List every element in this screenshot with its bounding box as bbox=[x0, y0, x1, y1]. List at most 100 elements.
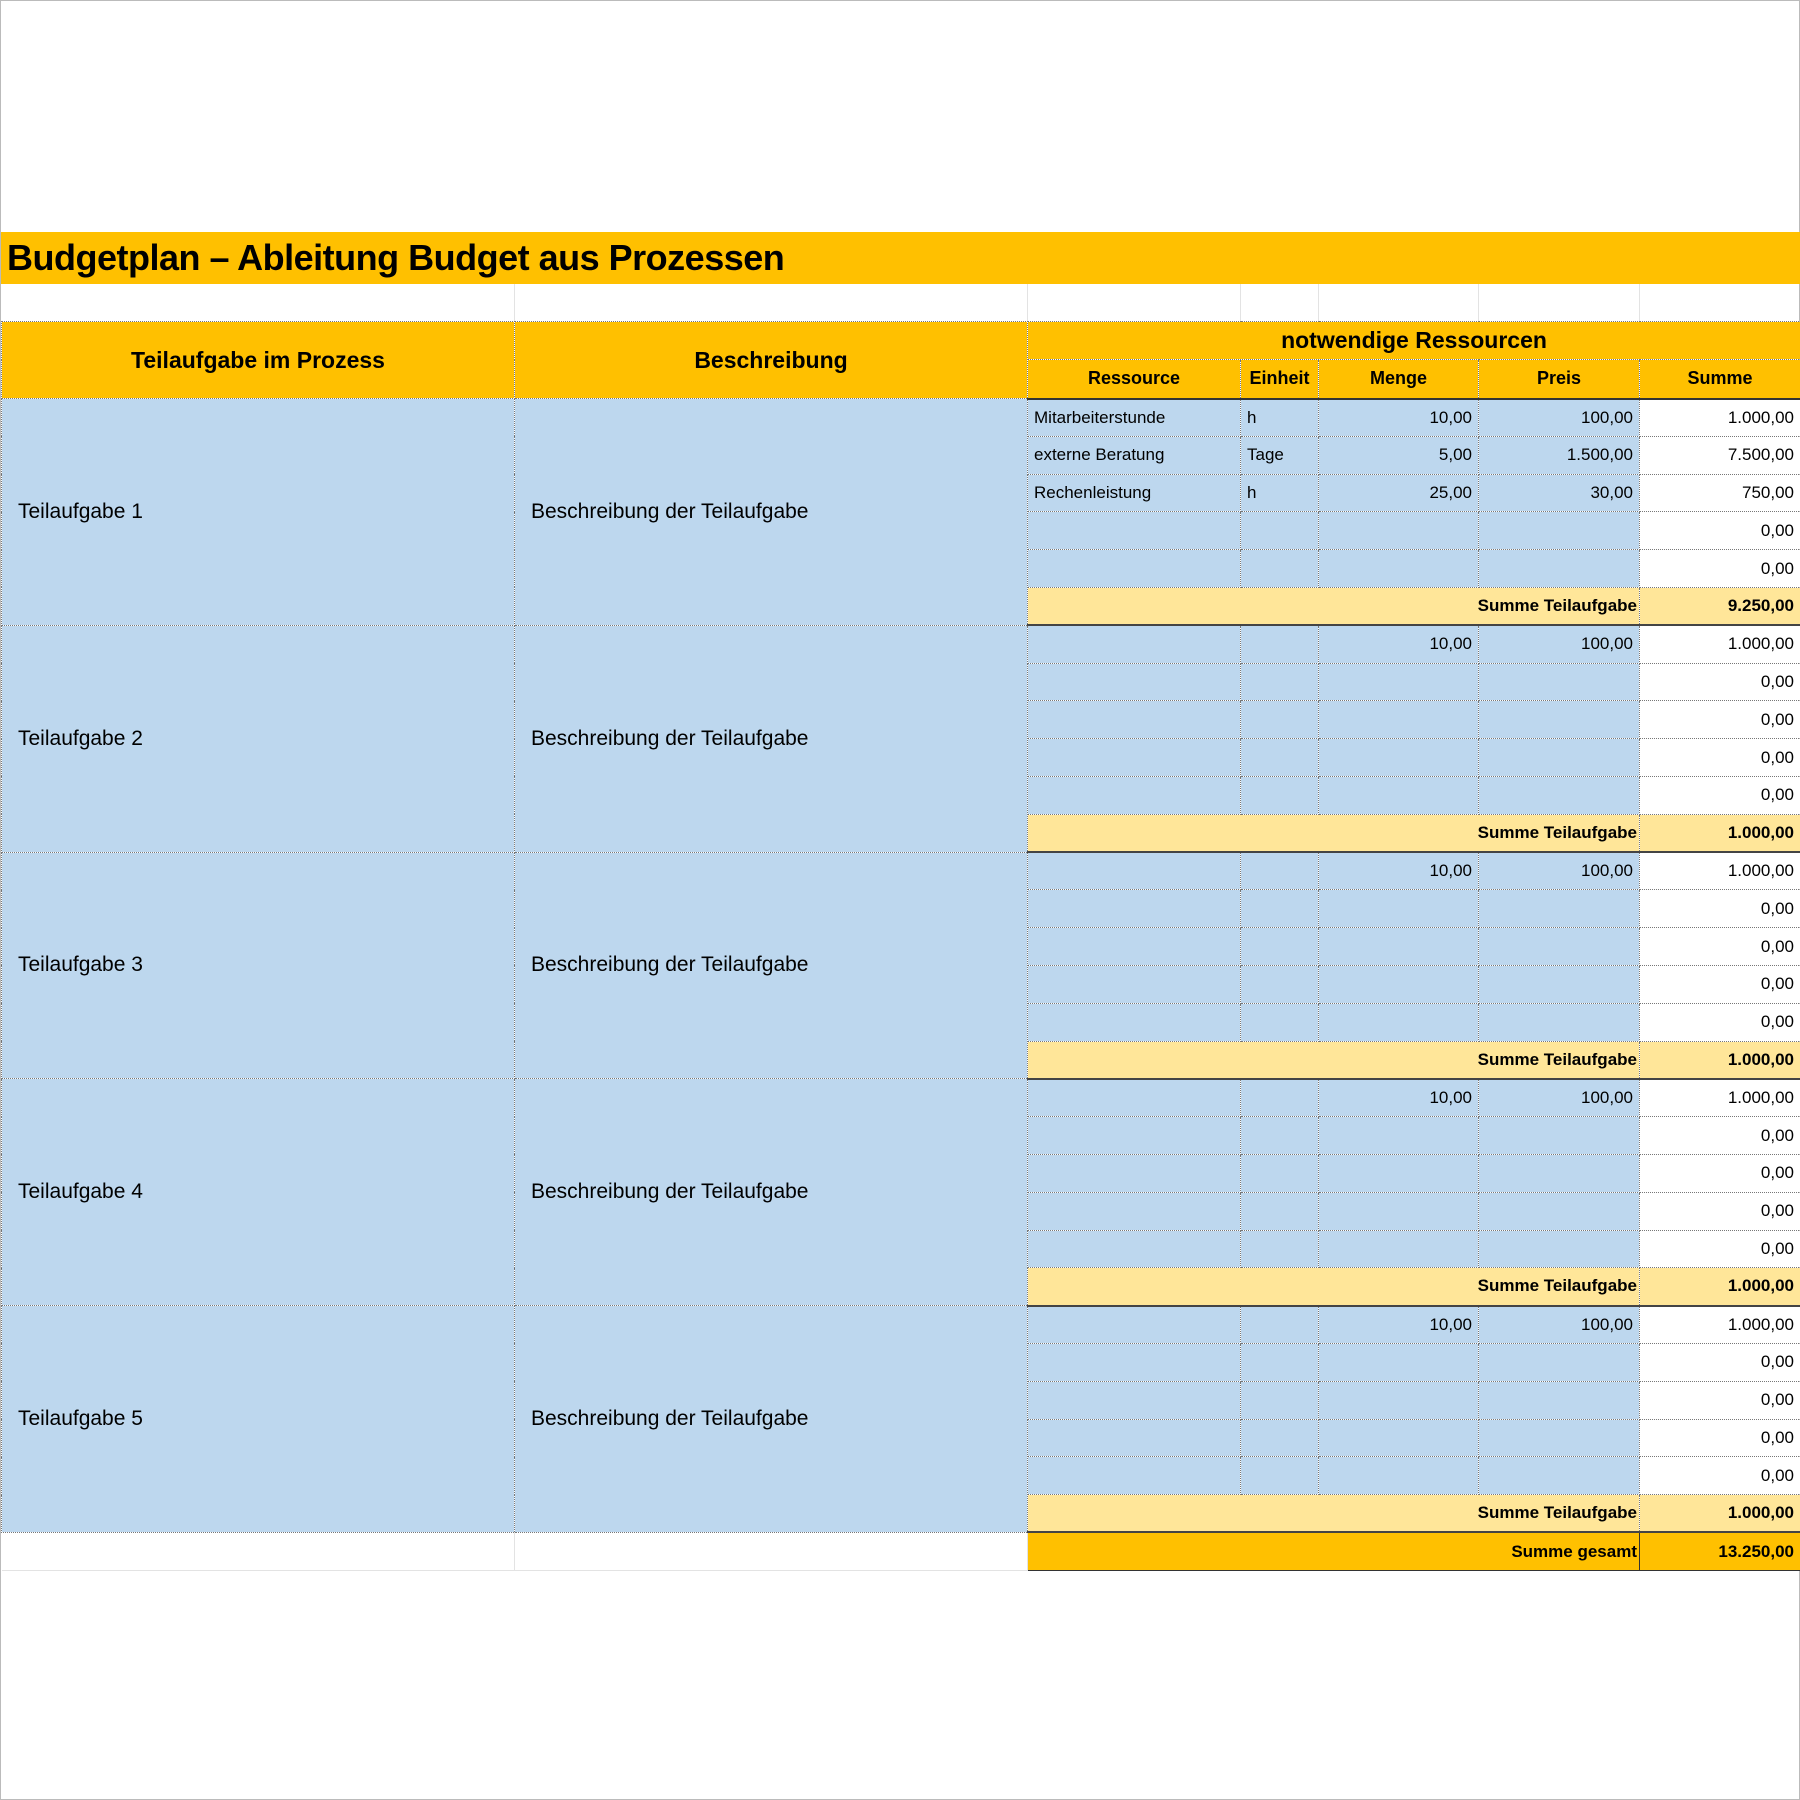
sheet-title[interactable]: Budgetplan – Ableitung Budget aus Prozes… bbox=[1, 232, 1800, 284]
unit-cell[interactable] bbox=[1240, 1380, 1319, 1420]
price-cell[interactable] bbox=[1478, 1418, 1640, 1458]
unit-cell[interactable] bbox=[1240, 1456, 1319, 1496]
resource-cell[interactable] bbox=[1027, 1418, 1241, 1458]
resource-cell[interactable] bbox=[1027, 1456, 1241, 1496]
price-cell[interactable] bbox=[1478, 889, 1640, 929]
subtotal-label[interactable]: Summe Teilaufgabe bbox=[1027, 1267, 1640, 1307]
unit-cell[interactable] bbox=[1240, 1191, 1319, 1231]
price-cell[interactable] bbox=[1478, 1191, 1640, 1231]
price-cell[interactable] bbox=[1478, 1380, 1640, 1420]
qty-cell[interactable] bbox=[1318, 889, 1479, 929]
qty-cell[interactable] bbox=[1318, 927, 1479, 966]
qty-cell[interactable] bbox=[1318, 1380, 1479, 1420]
header-qty[interactable]: Menge bbox=[1318, 359, 1479, 400]
qty-cell[interactable] bbox=[1318, 1418, 1479, 1458]
resource-cell[interactable] bbox=[1027, 964, 1241, 1004]
sum-cell[interactable]: 7.500,00 bbox=[1639, 435, 1800, 475]
qty-cell[interactable]: 10,00 bbox=[1318, 398, 1479, 437]
price-cell[interactable] bbox=[1478, 1342, 1640, 1382]
resource-cell[interactable] bbox=[1027, 738, 1241, 777]
resource-cell[interactable] bbox=[1027, 624, 1241, 664]
qty-cell[interactable] bbox=[1318, 1191, 1479, 1231]
qty-cell[interactable] bbox=[1318, 775, 1479, 815]
sum-cell[interactable]: 750,00 bbox=[1639, 473, 1800, 513]
header-task[interactable]: Teilaufgabe im Prozess bbox=[1, 321, 515, 399]
sum-cell[interactable]: 0,00 bbox=[1639, 1002, 1800, 1042]
price-cell[interactable] bbox=[1478, 1229, 1640, 1269]
qty-cell[interactable]: 10,00 bbox=[1318, 1078, 1479, 1118]
unit-cell[interactable] bbox=[1240, 1002, 1319, 1042]
qty-cell[interactable] bbox=[1318, 1456, 1479, 1496]
unit-cell[interactable] bbox=[1240, 738, 1319, 777]
resource-cell[interactable]: Mitarbeiterstunde bbox=[1027, 398, 1241, 437]
unit-cell[interactable] bbox=[1240, 1078, 1319, 1118]
qty-cell[interactable] bbox=[1318, 700, 1479, 740]
unit-cell[interactable] bbox=[1240, 624, 1319, 664]
resource-cell[interactable] bbox=[1027, 1191, 1241, 1231]
unit-cell[interactable] bbox=[1240, 964, 1319, 1004]
subtotal-value[interactable]: 1.000,00 bbox=[1639, 1494, 1800, 1534]
resource-cell[interactable]: externe Beratung bbox=[1027, 435, 1241, 475]
sum-cell[interactable]: 0,00 bbox=[1639, 1380, 1800, 1420]
resource-cell[interactable] bbox=[1027, 511, 1241, 551]
resource-cell[interactable] bbox=[1027, 1002, 1241, 1042]
price-cell[interactable] bbox=[1478, 1116, 1640, 1155]
total-label[interactable]: Summe gesamt bbox=[1027, 1531, 1640, 1571]
task-description-cell[interactable]: Beschreibung der Teilaufgabe bbox=[514, 1078, 1028, 1307]
qty-cell[interactable]: 25,00 bbox=[1318, 473, 1479, 513]
sum-cell[interactable]: 0,00 bbox=[1639, 964, 1800, 1004]
sum-cell[interactable]: 1.000,00 bbox=[1639, 1305, 1800, 1344]
price-cell[interactable] bbox=[1478, 738, 1640, 777]
unit-cell[interactable] bbox=[1240, 1342, 1319, 1382]
empty-cell[interactable] bbox=[514, 1532, 1028, 1571]
resource-cell[interactable] bbox=[1027, 1153, 1241, 1193]
sum-cell[interactable]: 1.000,00 bbox=[1639, 398, 1800, 437]
qty-cell[interactable] bbox=[1318, 964, 1479, 1004]
qty-cell[interactable] bbox=[1318, 549, 1479, 588]
sum-cell[interactable]: 0,00 bbox=[1639, 1191, 1800, 1231]
qty-cell[interactable]: 10,00 bbox=[1318, 851, 1479, 891]
unit-cell[interactable] bbox=[1240, 889, 1319, 929]
qty-cell[interactable] bbox=[1318, 1002, 1479, 1042]
price-cell[interactable] bbox=[1478, 775, 1640, 815]
resource-cell[interactable] bbox=[1027, 1116, 1241, 1155]
task-description-cell[interactable]: Beschreibung der Teilaufgabe bbox=[514, 1305, 1028, 1533]
price-cell[interactable] bbox=[1478, 549, 1640, 588]
qty-cell[interactable]: 5,00 bbox=[1318, 435, 1479, 475]
sum-cell[interactable]: 0,00 bbox=[1639, 775, 1800, 815]
price-cell[interactable] bbox=[1478, 700, 1640, 740]
resource-cell[interactable] bbox=[1027, 1305, 1241, 1344]
task-name-cell[interactable]: Teilaufgabe 2 bbox=[1, 624, 515, 853]
resource-cell[interactable] bbox=[1027, 889, 1241, 929]
sum-cell[interactable]: 0,00 bbox=[1639, 700, 1800, 740]
header-unit[interactable]: Einheit bbox=[1240, 359, 1319, 400]
task-name-cell[interactable]: Teilaufgabe 4 bbox=[1, 1078, 515, 1307]
resource-cell[interactable] bbox=[1027, 927, 1241, 966]
unit-cell[interactable] bbox=[1240, 851, 1319, 891]
price-cell[interactable]: 30,00 bbox=[1478, 473, 1640, 513]
qty-cell[interactable]: 10,00 bbox=[1318, 1305, 1479, 1344]
price-cell[interactable]: 100,00 bbox=[1478, 1305, 1640, 1344]
sum-cell[interactable]: 1.000,00 bbox=[1639, 1078, 1800, 1118]
sum-cell[interactable]: 0,00 bbox=[1639, 1116, 1800, 1155]
header-description[interactable]: Beschreibung bbox=[514, 321, 1028, 399]
price-cell[interactable] bbox=[1478, 662, 1640, 702]
price-cell[interactable] bbox=[1478, 1153, 1640, 1193]
unit-cell[interactable] bbox=[1240, 1116, 1319, 1155]
task-description-cell[interactable]: Beschreibung der Teilaufgabe bbox=[514, 398, 1028, 626]
resource-cell[interactable] bbox=[1027, 1078, 1241, 1118]
task-description-cell[interactable]: Beschreibung der Teilaufgabe bbox=[514, 851, 1028, 1080]
subtotal-value[interactable]: 9.250,00 bbox=[1639, 586, 1800, 627]
subtotal-value[interactable]: 1.000,00 bbox=[1639, 1040, 1800, 1080]
subtotal-label[interactable]: Summe Teilaufgabe bbox=[1027, 813, 1640, 854]
price-cell[interactable]: 1.500,00 bbox=[1478, 435, 1640, 475]
unit-cell[interactable]: h bbox=[1240, 398, 1319, 437]
qty-cell[interactable] bbox=[1318, 1229, 1479, 1269]
header-sum[interactable]: Summe bbox=[1639, 359, 1800, 400]
resource-cell[interactable] bbox=[1027, 1342, 1241, 1382]
price-cell[interactable] bbox=[1478, 1002, 1640, 1042]
qty-cell[interactable]: 10,00 bbox=[1318, 624, 1479, 664]
sum-cell[interactable]: 0,00 bbox=[1639, 1342, 1800, 1382]
task-name-cell[interactable]: Teilaufgabe 5 bbox=[1, 1305, 515, 1533]
unit-cell[interactable] bbox=[1240, 549, 1319, 588]
